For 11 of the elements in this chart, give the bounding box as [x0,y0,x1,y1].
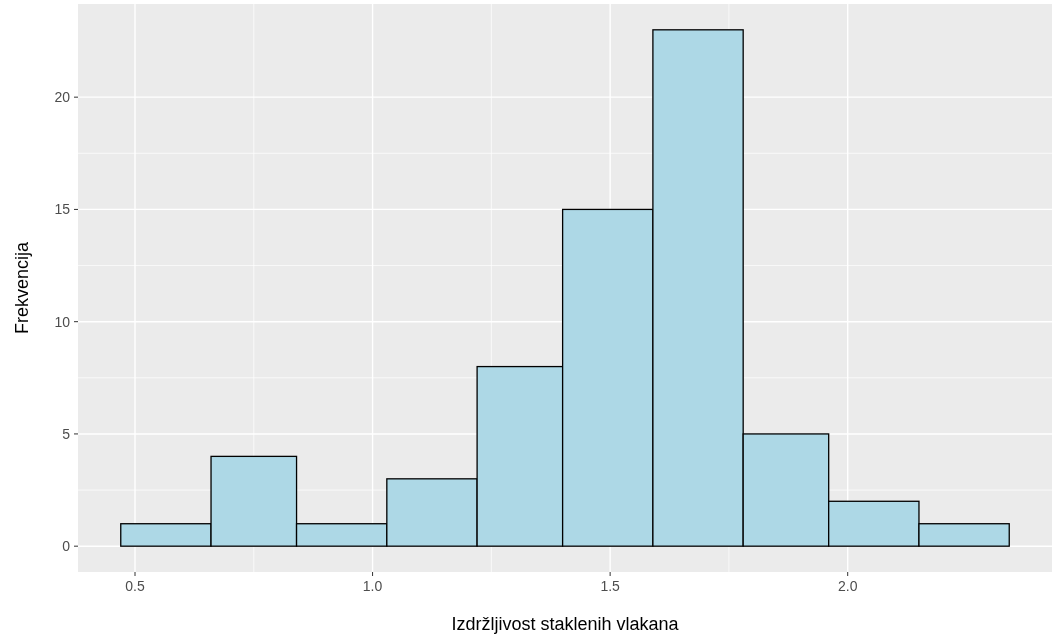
x-tick-label: 1.0 [362,578,383,594]
y-tick-label: 5 [62,425,71,442]
x-tick-label: 2.0 [837,578,858,594]
y-tick-label: 20 [54,89,71,106]
y-tick-label: 10 [54,313,71,330]
y-tick-label: 15 [54,201,71,218]
x-axis-title: Izdržljivost staklenih vlakana [451,614,680,634]
y-axis-title: Frekvencija [12,241,32,335]
x-tick-label: 0.5 [125,578,145,594]
x-tick-label: 1.5 [600,578,621,594]
y-tick-label: 0 [62,538,71,555]
